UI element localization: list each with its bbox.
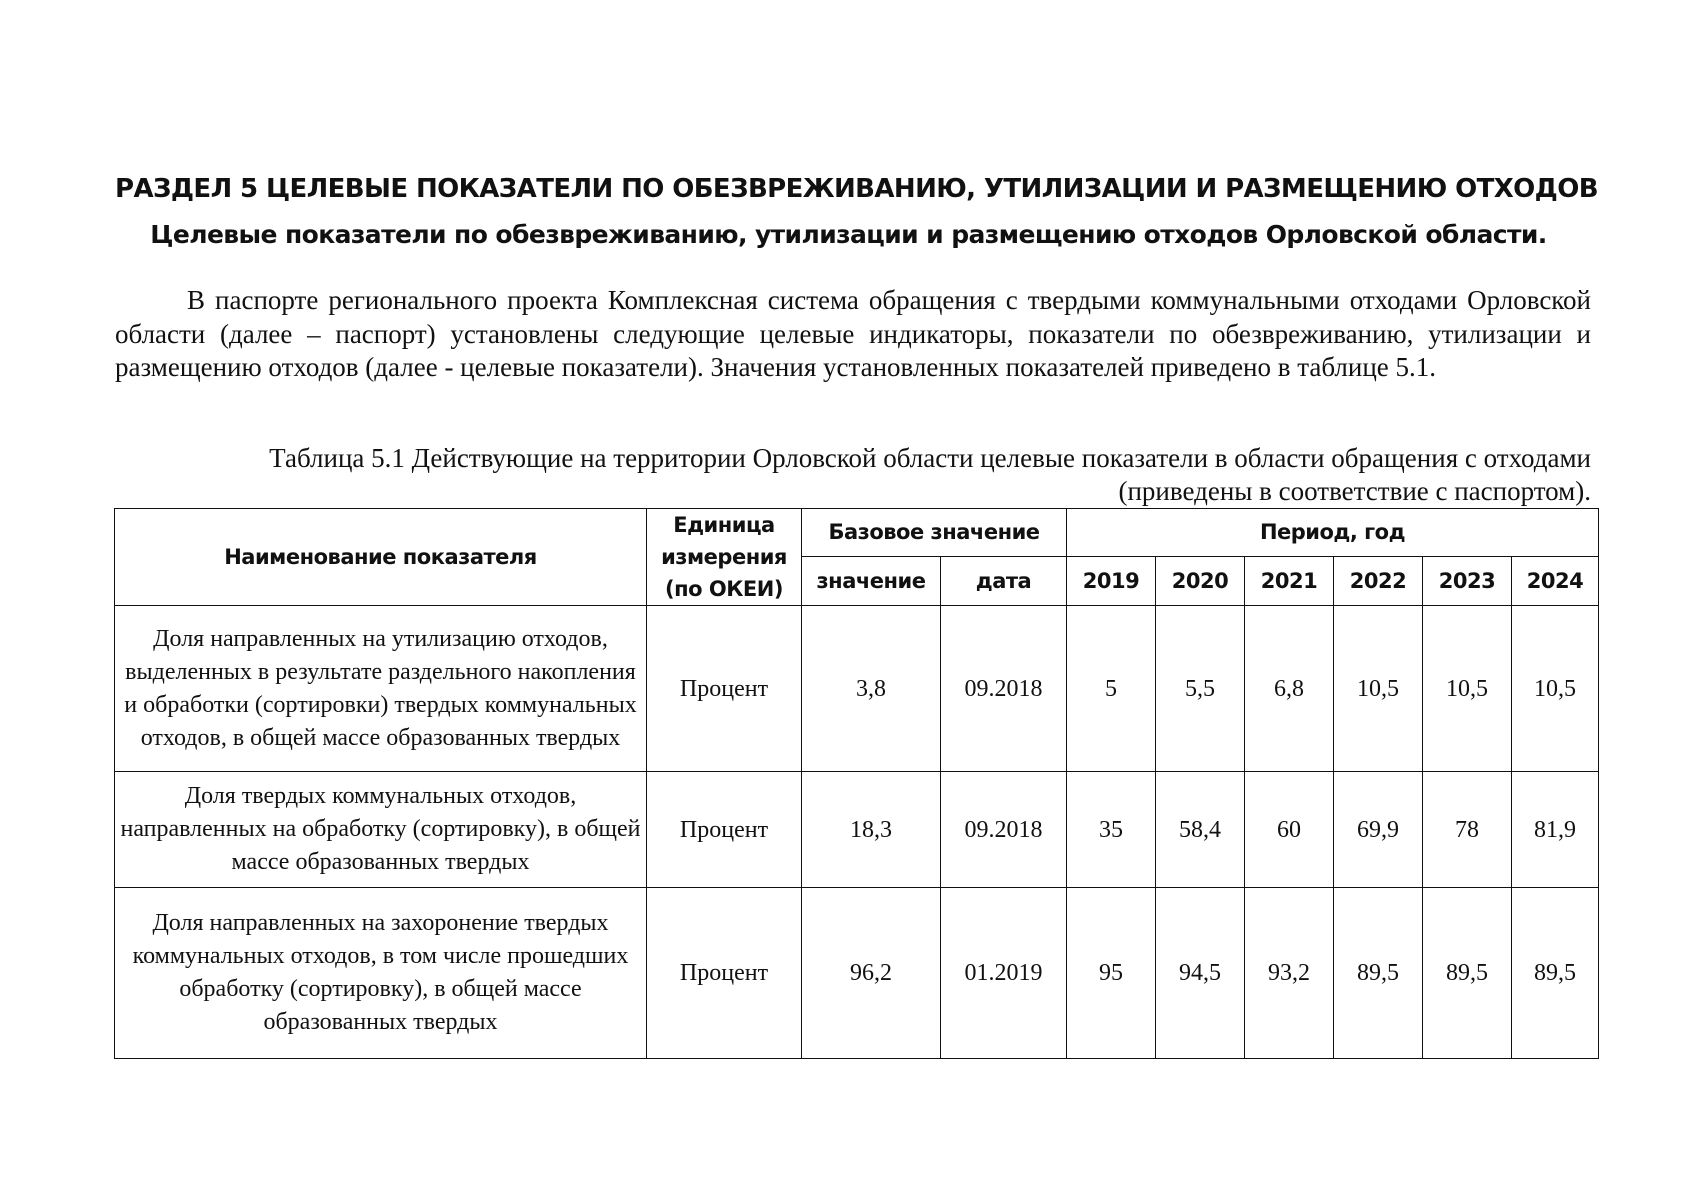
base-value-cell: 18,3 <box>801 771 941 888</box>
intro-paragraph: В паспорте регионального проекта Комплек… <box>115 285 1591 382</box>
table-caption: Таблица 5.1 Действующие на территории Ор… <box>269 443 1591 506</box>
header-base: Базовое значение <box>801 508 1067 557</box>
header-date: дата <box>940 555 1067 607</box>
indicator-name-cell: Доля направленных на утилизацию отходов,… <box>114 605 647 772</box>
table-row: Доля направленных на утилизацию отходов,… <box>114 605 1599 772</box>
year-value-cell: 10,5 <box>1333 605 1423 772</box>
year-value-cell: 81,9 <box>1511 771 1599 888</box>
year-value-cell: 89,5 <box>1422 887 1512 1059</box>
indicator-name-cell: Доля твердых коммунальных отходов, напра… <box>114 771 647 888</box>
unit-cell: Процент <box>646 771 802 888</box>
base-date-cell: 09.2018 <box>940 605 1067 772</box>
indicator-name-cell: Доля направленных на захоронение твердых… <box>114 887 647 1059</box>
header-unit: Единица измерения (по ОКЕИ) <box>646 508 802 606</box>
year-value-cell: 58,4 <box>1155 771 1245 888</box>
section-title: РАЗДЕЛ 5 ЦЕЛЕВЫЕ ПОКАЗАТЕЛИ ПО ОБЕЗВРЕЖИ… <box>115 174 1599 204</box>
year-value-cell: 10,5 <box>1422 605 1512 772</box>
unit-cell: Процент <box>646 887 802 1059</box>
header-year: 2021 <box>1244 555 1334 607</box>
base-date-cell: 09.2018 <box>940 771 1067 888</box>
base-value-cell: 3,8 <box>801 605 941 772</box>
subtitle: Целевые показатели по обезвреживанию, ут… <box>150 220 1547 249</box>
targets-table: Наименование показателя Единица измерени… <box>114 508 1599 1059</box>
year-value-cell: 78 <box>1422 771 1512 888</box>
year-value-cell: 93,2 <box>1244 887 1334 1059</box>
header-year: 2023 <box>1422 555 1512 607</box>
year-value-cell: 94,5 <box>1155 887 1245 1059</box>
table-row: Доля направленных на захоронение твердых… <box>114 887 1599 1059</box>
year-value-cell: 5 <box>1066 605 1156 772</box>
header-year: 2024 <box>1511 555 1599 607</box>
header-name: Наименование показателя <box>114 508 647 606</box>
header-year: 2022 <box>1333 555 1423 607</box>
header-value: значение <box>801 555 941 607</box>
year-value-cell: 5,5 <box>1155 605 1245 772</box>
header-year: 2020 <box>1155 555 1245 607</box>
year-value-cell: 95 <box>1066 887 1156 1059</box>
year-value-cell: 10,5 <box>1511 605 1599 772</box>
year-value-cell: 35 <box>1066 771 1156 888</box>
base-date-cell: 01.2019 <box>940 887 1067 1059</box>
year-value-cell: 6,8 <box>1244 605 1334 772</box>
year-value-cell: 69,9 <box>1333 771 1423 888</box>
year-value-cell: 60 <box>1244 771 1334 888</box>
base-value-cell: 96,2 <box>801 887 941 1059</box>
year-value-cell: 89,5 <box>1333 887 1423 1059</box>
table-row: Доля твердых коммунальных отходов, напра… <box>114 771 1599 888</box>
header-period: Период, год <box>1066 508 1599 557</box>
year-value-cell: 89,5 <box>1511 887 1599 1059</box>
header-year: 2019 <box>1066 555 1156 607</box>
unit-cell: Процент <box>646 605 802 772</box>
